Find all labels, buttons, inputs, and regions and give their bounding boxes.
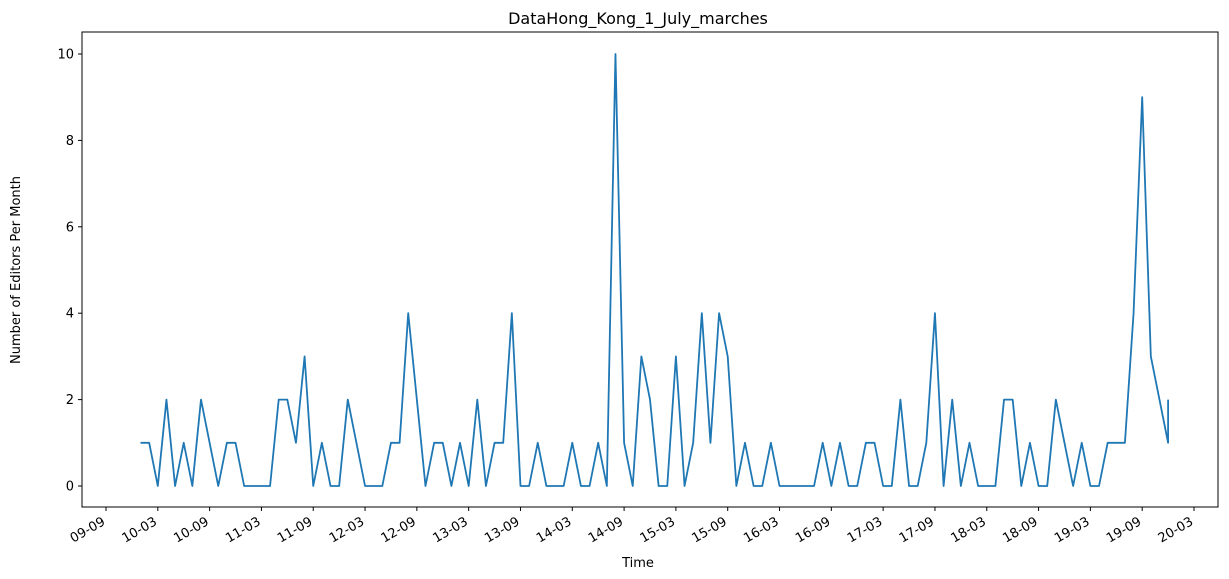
x-tick-label: 11-09 (275, 514, 315, 546)
plot-area (81, 31, 1219, 508)
x-tick-label: 16-03 (741, 514, 781, 546)
x-tick-label: 18-03 (949, 514, 989, 546)
x-tick-label: 17-09 (897, 514, 937, 546)
series-line (140, 53, 1169, 487)
x-tick-label: 13-09 (482, 514, 522, 546)
x-tick-label: 12-03 (327, 514, 367, 546)
chart-title: DataHong_Kong_1_July_marches (508, 9, 768, 29)
y-tick-label: 6 (66, 220, 74, 235)
x-axis: 09-09 10-03 10-09 11-03 11-09 12-03 12-09 13-03… (68, 507, 1196, 546)
x-tick-label: 13-03 (430, 514, 470, 546)
x-tick-label: 15-03 (638, 514, 678, 546)
x-tick-label: 11-03 (223, 514, 263, 546)
x-tick-label: 12-09 (379, 514, 419, 546)
x-tick-label: 16-09 (793, 514, 833, 546)
x-axis-title: Time (621, 556, 654, 571)
x-tick-label: 14-09 (586, 514, 626, 546)
x-tick-label: 18-09 (1000, 514, 1040, 546)
y-axis-title: Number of Editors Per Month (9, 176, 24, 364)
y-tick-label: 8 (66, 134, 74, 149)
x-tick-label: 10-09 (171, 514, 211, 546)
x-tick-label: 20-03 (1156, 514, 1196, 546)
x-tick-label: 14-03 (534, 514, 574, 546)
y-axis: 0 2 4 6 8 10 (57, 48, 82, 495)
x-tick-label: 10-03 (120, 514, 160, 546)
x-tick-label: 09-09 (68, 514, 108, 546)
series-layer (140, 53, 1169, 487)
x-tick-label: 17-03 (845, 514, 885, 546)
x-tick-label: 19-03 (1052, 514, 1092, 546)
y-tick-label: 0 (66, 480, 74, 495)
x-tick-label: 15-09 (689, 514, 729, 546)
plot-frame (81, 31, 1219, 508)
y-tick-label: 4 (66, 307, 74, 322)
y-tick-label: 2 (66, 393, 74, 408)
y-tick-label: 10 (57, 48, 74, 63)
x-tick-label: 19-09 (1104, 514, 1144, 546)
